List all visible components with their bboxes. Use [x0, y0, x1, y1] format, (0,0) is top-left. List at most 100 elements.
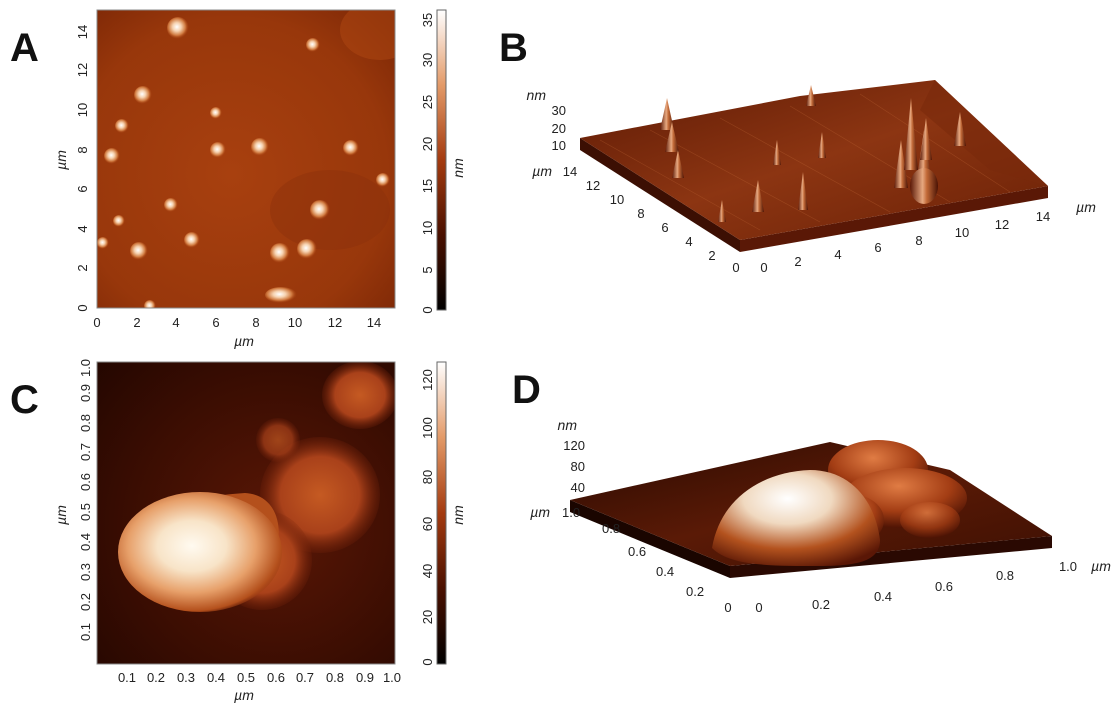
colorbar-a-tick: 0 [420, 306, 435, 313]
x-tick-a: 2 [133, 315, 140, 330]
colorbar-c-tick: 60 [420, 517, 435, 531]
y-tick-c: 0.8 [78, 414, 93, 432]
colorbar-a-label: nm [450, 158, 466, 178]
x-tick-c: 0.3 [177, 670, 195, 685]
depth-tick-b: 0 [732, 260, 739, 275]
spikes-b [660, 85, 966, 222]
z-tick-d: 40 [571, 480, 585, 495]
z-axis-d: nm 120 80 40 [558, 417, 585, 495]
surface-d-side-right [730, 536, 1052, 578]
surface-b-side-left [580, 138, 740, 252]
y-tick-c: 0.4 [78, 533, 93, 551]
colorbar-a-tick: 20 [420, 137, 435, 151]
z-tick-d: 120 [563, 438, 585, 453]
x-tick-a: 14 [367, 315, 381, 330]
width-tick-b: 6 [874, 240, 881, 255]
z-axis-b: nm 30 20 10 [527, 87, 566, 153]
panel-label-a: A [10, 26, 39, 70]
colorbar-c-ticks: 0 20 40 60 80 100 120 [420, 369, 435, 665]
colorbar-a-tick: 30 [420, 53, 435, 67]
z-unit-b: nm [527, 87, 547, 103]
y-tick-c: 0.2 [78, 593, 93, 611]
width-tick-d: 0.4 [874, 589, 892, 604]
y-tick-c: 0.6 [78, 473, 93, 491]
depth-tick-b: 4 [685, 234, 692, 249]
x-tick-a: 0 [93, 315, 100, 330]
panel-label-d: D [512, 368, 541, 412]
z-tick-d: 80 [571, 459, 585, 474]
width-tick-d: 0.2 [812, 597, 830, 612]
y-tick-a: 12 [75, 63, 90, 77]
colorbar-c-label: nm [450, 505, 466, 525]
y-tick-c: 0.3 [78, 563, 93, 581]
x-tick-c: 0.8 [326, 670, 344, 685]
x-tick-c: 0.9 [356, 670, 374, 685]
colorbar-c-tick: 100 [420, 417, 435, 439]
x-axis-label-a: µm [234, 333, 254, 349]
x-axis-label-c: µm [234, 687, 254, 703]
width-tick-b: 12 [995, 217, 1009, 232]
panel-label-c: C [10, 378, 39, 422]
x-tick-a: 12 [328, 315, 342, 330]
colorbar-a-tick: 35 [420, 13, 435, 27]
y-tick-a: 0 [75, 304, 90, 311]
width-tick-d: 0.8 [996, 568, 1014, 583]
y-tick-a: 14 [75, 25, 90, 39]
depth-tick-d: 1.0 [562, 505, 580, 520]
z-tick-b: 20 [552, 121, 566, 136]
colorbar-a [436, 9, 447, 311]
width-tick-d: 0 [755, 600, 762, 615]
y-axis-label-c: µm [53, 505, 69, 525]
y-ticks-c: 0.1 0.2 0.3 0.4 0.5 0.6 0.7 0.8 0.9 1.0 [78, 359, 93, 641]
y-tick-c: 0.9 [78, 384, 93, 402]
depth-tick-d: 0.4 [656, 564, 674, 579]
panel-a: 0 5 10 15 20 25 30 35 nm 0 2 4 6 8 10 12… [53, 9, 466, 349]
width-tick-b: 8 [915, 233, 922, 248]
x-ticks-a: 0 2 4 6 8 10 12 14 [93, 315, 381, 330]
depth-tick-b: 6 [661, 220, 668, 235]
x-tick-a: 6 [212, 315, 219, 330]
width-tick-d: 1.0 [1059, 559, 1077, 574]
panel-d: nm 120 80 40 µm 1.0 0.8 0.6 0.4 0.2 0 0 … [530, 417, 1111, 615]
x-tick-c: 0.4 [207, 670, 225, 685]
y-tick-c: 0.5 [78, 503, 93, 521]
x-tick-c: 0.7 [296, 670, 314, 685]
colorbar-a-ticks: 0 5 10 15 20 25 30 35 [420, 13, 435, 314]
y-tick-a: 8 [75, 146, 90, 153]
colorbar-a-tick: 25 [420, 95, 435, 109]
width-tick-d: 0.6 [935, 579, 953, 594]
width-tick-b: 0 [760, 260, 767, 275]
width-tick-b: 14 [1036, 209, 1050, 224]
depth-tick-b: 10 [610, 192, 624, 207]
depth-tick-d: 0 [724, 600, 731, 615]
z-tick-b: 10 [552, 138, 566, 153]
width-tick-b: 2 [794, 254, 801, 269]
x-tick-a: 8 [252, 315, 259, 330]
colorbar-c-tick: 120 [420, 369, 435, 391]
depth-tick-d: 0.6 [628, 544, 646, 559]
panel-label-b: B [499, 26, 528, 70]
y-axis-label-a: µm [53, 150, 69, 170]
width-tick-b: 10 [955, 225, 969, 240]
width-axis-d: 0 0.2 0.4 0.6 0.8 1.0 µm [755, 558, 1111, 615]
colorbar-a-tick: 10 [420, 221, 435, 235]
colorbar-a-tick: 5 [420, 266, 435, 273]
width-unit-b: µm [1076, 199, 1096, 215]
colorbar-c-tick: 40 [420, 564, 435, 578]
colorbar-c-tick: 0 [420, 658, 435, 665]
panel-b: nm 30 20 10 µm 14 12 10 8 6 4 2 0 0 2 4 … [527, 80, 1096, 275]
colorbar-c [436, 361, 447, 665]
y-tick-c: 0.1 [78, 623, 93, 641]
depth-tick-b: 14 [563, 164, 577, 179]
depth-unit-d: µm [530, 504, 550, 520]
colorbar-c-tick: 20 [420, 610, 435, 624]
x-tick-c: 0.2 [147, 670, 165, 685]
depth-tick-d: 0.8 [602, 521, 620, 536]
afm-image-c [97, 362, 395, 664]
x-tick-c: 1.0 [383, 670, 401, 685]
y-tick-a: 10 [75, 103, 90, 117]
z-tick-b: 30 [552, 103, 566, 118]
x-tick-c: 0.1 [118, 670, 136, 685]
depth-unit-b: µm [532, 163, 552, 179]
